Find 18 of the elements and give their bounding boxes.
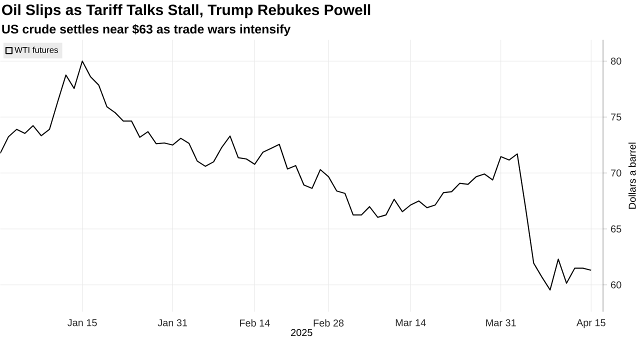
y-tick-label: 70 — [611, 170, 622, 177]
legend-label: WTI futures — [14, 46, 58, 54]
x-tick-label: Apr 15 — [576, 319, 606, 328]
y-tick-label: 75 — [611, 114, 622, 121]
x-tick-label: Mar 14 — [396, 319, 426, 326]
chart-subtitle: US crude settles near $63 as trade wars intensify — [2, 24, 291, 36]
y-tick-label: 65 — [611, 225, 622, 233]
x-axis-title: 2025 — [291, 329, 312, 336]
x-tick-label: Jan 15 — [68, 319, 97, 326]
x-tick-label: Feb 14 — [240, 319, 270, 327]
y-tick-label: 60 — [611, 281, 622, 288]
x-tick-label: Mar 31 — [486, 319, 516, 326]
x-tick-label: Feb 28 — [314, 319, 344, 327]
chart-title: Oil Slips as Tariff Talks Stall, Trump Rebukes Powell — [2, 4, 370, 18]
x-tick-label: Jan 31 — [158, 319, 188, 326]
y-tick-label: 80 — [610, 58, 622, 65]
line-series — [0, 60, 592, 291]
y-axis-title: Dollars a barrel — [628, 142, 636, 209]
